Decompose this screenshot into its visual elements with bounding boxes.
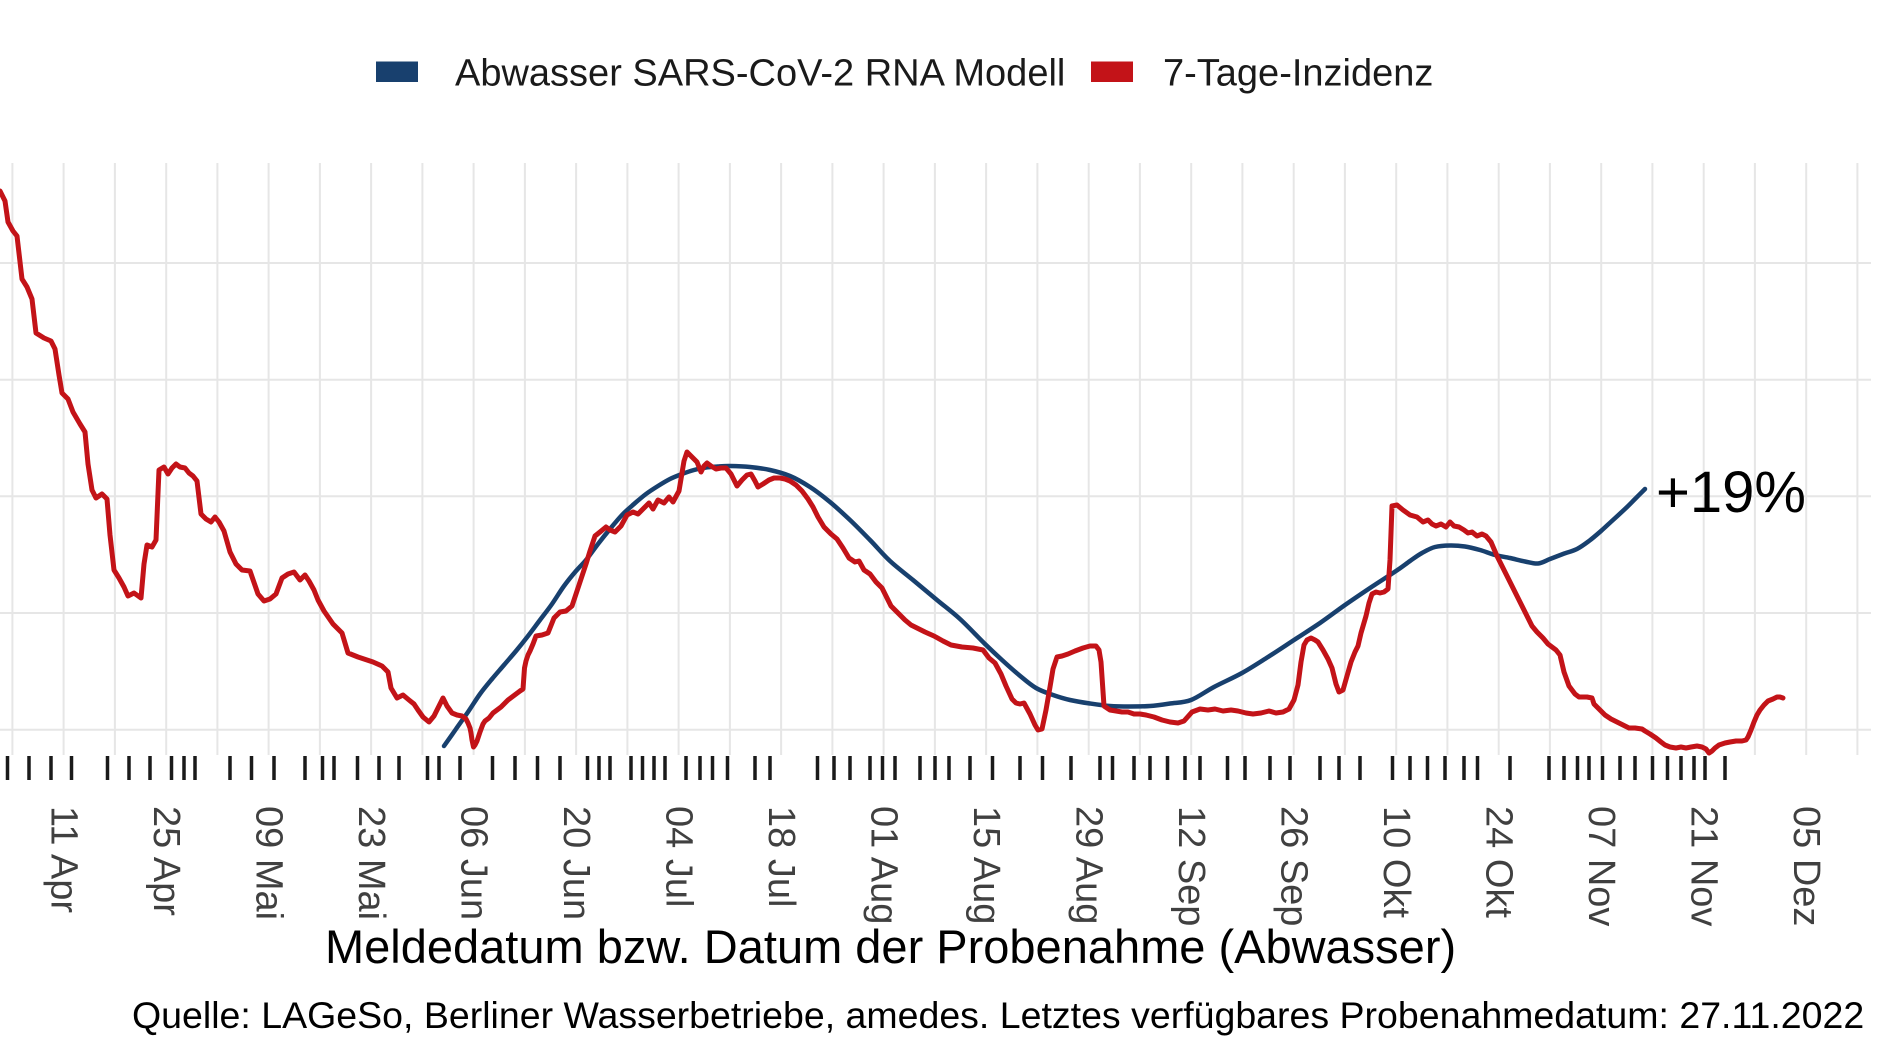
svg-text:7-Tage-Inzidenz: 7-Tage-Inzidenz [1163,53,1433,95]
svg-text:29 Aug: 29 Aug [1068,806,1110,924]
svg-text:11 Apr: 11 Apr [43,806,85,913]
svg-text:07 Nov: 07 Nov [1580,806,1622,926]
svg-text:15 Aug: 15 Aug [965,806,1007,924]
svg-text:05 Dez: 05 Dez [1785,806,1827,926]
svg-text:Meldedatum bzw. Datum der Prob: Meldedatum bzw. Datum der Probenahme (Ab… [325,920,1456,973]
svg-text:21 Nov: 21 Nov [1683,806,1725,926]
svg-text:Quelle: LAGeSo, Berliner Wasse: Quelle: LAGeSo, Berliner Wasserbetriebe,… [132,994,1864,1036]
svg-text:01 Aug: 01 Aug [863,806,905,924]
svg-text:06 Jun: 06 Jun [453,806,495,920]
svg-text:20 Jun: 20 Jun [555,806,597,920]
svg-text:04 Jul: 04 Jul [658,806,700,907]
svg-text:+19%: +19% [1656,460,1806,525]
svg-text:24 Okt: 24 Okt [1478,806,1520,918]
svg-text:18 Jul: 18 Jul [760,806,802,907]
svg-text:10 Okt: 10 Okt [1375,806,1417,918]
svg-text:23 Mai: 23 Mai [350,806,392,920]
svg-text:12 Sep: 12 Sep [1170,806,1212,926]
svg-text:25 Apr: 25 Apr [145,806,187,916]
svg-text:09 Mai: 09 Mai [248,806,290,920]
svg-text:26 Sep: 26 Sep [1273,806,1315,926]
svg-text:Abwasser SARS-CoV-2 RNA Modell: Abwasser SARS-CoV-2 RNA Modell [455,53,1065,95]
